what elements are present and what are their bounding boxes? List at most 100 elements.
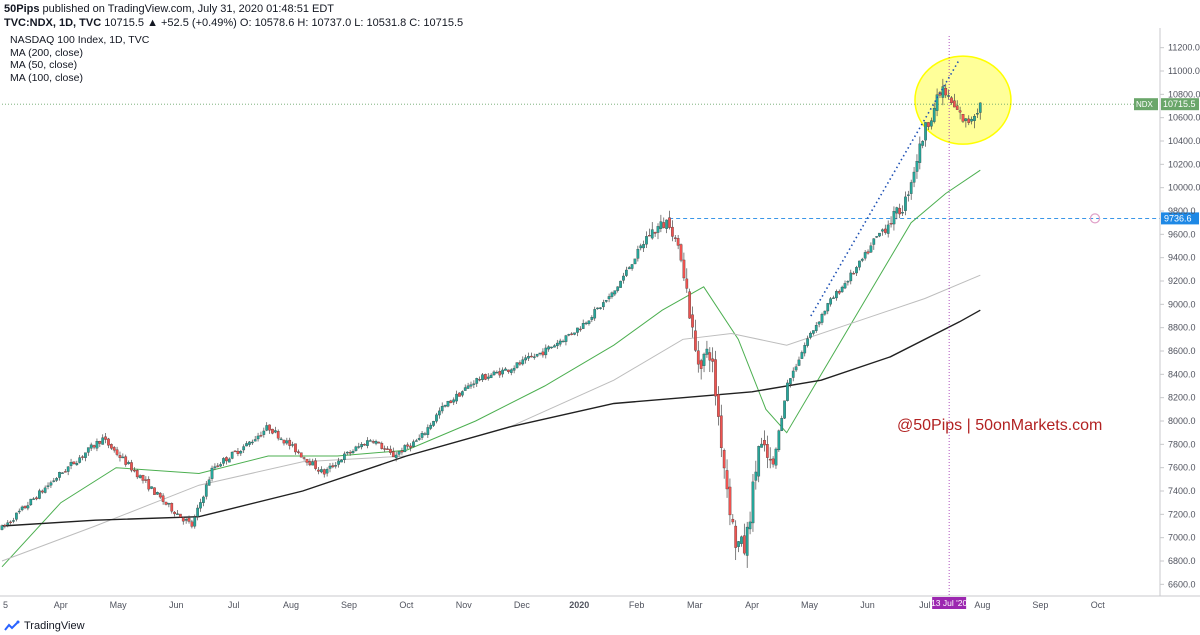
candle-body xyxy=(314,460,317,469)
candle-body xyxy=(391,451,395,458)
candle-body xyxy=(43,487,47,493)
candle-body xyxy=(883,228,887,233)
candle-body xyxy=(153,487,156,495)
candle-body xyxy=(950,97,953,104)
candle-body xyxy=(791,370,795,378)
candle-body xyxy=(852,272,856,275)
y-tick-label: 7200.0 xyxy=(1168,509,1196,519)
candle-body xyxy=(630,264,634,269)
candle-body xyxy=(717,394,720,417)
candle-body xyxy=(909,182,913,194)
candle-body xyxy=(748,521,752,530)
candle-body xyxy=(141,474,145,481)
candle-body xyxy=(538,352,542,355)
candle-body xyxy=(512,367,516,371)
legend-ma200[interactable]: MA (200, close) xyxy=(10,46,83,59)
candle-body xyxy=(58,472,61,478)
tradingview-footer[interactable]: TradingView xyxy=(4,620,85,632)
date-marker-badge xyxy=(932,597,967,609)
candle-body xyxy=(967,118,971,123)
x-tick-label: Dec xyxy=(514,600,531,610)
candle-body xyxy=(147,479,151,490)
candle-body xyxy=(340,459,343,463)
candle-body xyxy=(970,118,973,122)
candle-body xyxy=(52,480,56,482)
candle-body xyxy=(368,440,372,442)
legend-symbol-title[interactable]: NASDAQ 100 Index, 1D, TVC xyxy=(10,34,150,46)
candle-body xyxy=(737,541,740,547)
candle-body xyxy=(481,374,484,381)
candle-body xyxy=(846,281,850,283)
candle-body xyxy=(806,338,809,346)
candle-body xyxy=(927,122,930,127)
last-price-symbol: NDX xyxy=(1136,100,1154,109)
candle-body xyxy=(170,503,174,512)
candle-body xyxy=(17,510,21,513)
candle-body xyxy=(947,95,950,97)
candle-body xyxy=(751,481,755,524)
candle-body xyxy=(763,440,766,446)
candle-body xyxy=(380,443,384,449)
candle-body xyxy=(829,298,832,305)
publisher-name[interactable]: 50Pips xyxy=(4,3,40,15)
candle-body xyxy=(394,454,398,459)
candle-body xyxy=(458,392,461,397)
x-tick-label: Aug xyxy=(974,600,990,610)
candle-body xyxy=(135,470,139,478)
candle-body xyxy=(863,252,867,259)
y-tick-label: 8800.0 xyxy=(1168,323,1196,333)
candle-body xyxy=(250,441,254,444)
ticker-line: TVC:NDX, 1D, TVC 10715.5 ▲ +52.5 (+0.49%… xyxy=(4,16,463,30)
candle-body xyxy=(190,521,194,527)
candle-body xyxy=(84,452,87,458)
y-tick-label: 8200.0 xyxy=(1168,393,1196,403)
candle-body xyxy=(814,325,818,331)
candle-body xyxy=(780,418,784,431)
candle-body xyxy=(915,161,919,172)
candle-body xyxy=(976,113,979,115)
candle-body xyxy=(184,519,188,521)
candle-body xyxy=(826,303,830,312)
candle-body xyxy=(334,465,338,467)
x-tick-label: Apr xyxy=(54,600,68,610)
candle-body xyxy=(740,536,743,544)
y-tick-label: 9400.0 xyxy=(1168,253,1196,263)
candle-body xyxy=(616,286,620,291)
candle-body xyxy=(29,498,33,506)
candle-body xyxy=(219,464,223,467)
legend-ma50[interactable]: MA (50, close) xyxy=(10,59,78,71)
candle-body xyxy=(285,440,289,444)
candle-body xyxy=(576,327,579,333)
time-axis: 5 Apr May Jun Jul Aug Sep Oct Nov Dec 2020 Feb Mar Ap… xyxy=(0,595,1200,610)
candle-body xyxy=(607,296,611,300)
candle-body xyxy=(124,456,128,465)
candle-body xyxy=(3,524,7,527)
candle-body xyxy=(783,400,786,419)
candle-body xyxy=(685,278,689,289)
candle-body xyxy=(478,379,481,381)
tradingview-logo-icon xyxy=(4,620,20,631)
candle-body xyxy=(406,444,410,447)
watermark-annotation: @50Pips | 50onMarkets.com xyxy=(897,417,1102,434)
candle-body xyxy=(95,441,99,449)
candle-body xyxy=(196,507,200,517)
legend-ma100[interactable]: MA (100, close) xyxy=(10,71,83,84)
candle-body xyxy=(239,451,243,454)
candle-body xyxy=(259,435,263,437)
candle-body xyxy=(167,503,171,505)
candle-body xyxy=(840,286,844,293)
highlight-ellipse-shape xyxy=(914,55,1012,145)
candle-body xyxy=(855,267,858,274)
candle-body xyxy=(705,348,709,355)
candle-body xyxy=(774,448,778,466)
candle-body xyxy=(305,458,309,463)
candle-body xyxy=(187,517,191,522)
candle-body xyxy=(371,441,375,443)
candle-body xyxy=(61,472,64,474)
ma-line-200 xyxy=(1,309,981,527)
y-tick-label: 8400.0 xyxy=(1168,369,1196,379)
x-tick-label: 2020 xyxy=(569,600,589,610)
candle-body xyxy=(786,382,789,401)
candle-body xyxy=(558,340,562,345)
